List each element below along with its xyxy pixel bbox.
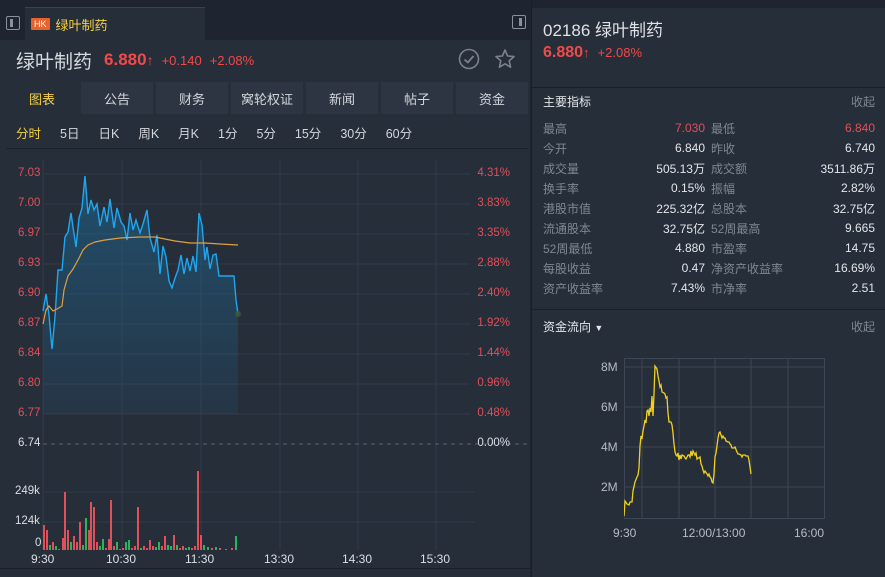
flow-y-label: 6M (601, 400, 618, 414)
period-monthly-k[interactable]: 月K (178, 126, 199, 141)
flow-x-label: 9:30 (613, 526, 637, 540)
right-panel-toggle-icon[interactable] (512, 15, 526, 29)
period-weekly-k[interactable]: 周K (138, 126, 160, 141)
hk-market-badge: HK (31, 18, 50, 30)
indicator-row: 52周最低 4.880 市盈率 14.75 (543, 241, 875, 256)
period-5day[interactable]: 5日 (60, 126, 80, 141)
indicator-row: 港股市值 225.32亿 总股本 32.75亿 (543, 201, 875, 216)
price-axis-label: 7.03 (18, 167, 41, 179)
prev-close-label: 6.74 (18, 437, 41, 449)
indicator-row: 换手率 0.15% 振幅 2.82% (543, 181, 875, 196)
pct-axis-label: 1.44% (477, 347, 510, 359)
pct-axis-label: 0.96% (477, 377, 510, 389)
quote-header: 绿叶制药 6.880↑ +0.140 +2.08% (0, 40, 530, 80)
period-5min[interactable]: 5分 (256, 126, 276, 141)
caret-down-icon: ▼ (594, 323, 604, 333)
stock-tab[interactable]: HK 绿叶制药 (25, 7, 205, 40)
indicator-row: 每股收益 0.47 净资产收益率 16.69% (543, 261, 875, 276)
period-daily-k[interactable]: 日K (98, 126, 120, 141)
volume-axis-label: 124k (15, 515, 40, 527)
time-axis-label: 11:30 (185, 552, 215, 566)
indicator-row: 流通股本 32.75亿 52周最高 9.665 (543, 221, 875, 236)
pct-axis-label: 4.31% (477, 167, 510, 179)
indicator-row: 最高 7.030 最低 6.840 (543, 121, 875, 136)
pct-axis-label: 0.48% (477, 407, 510, 419)
capital-flow-header: 资金流向 ▼ 收起 (532, 309, 885, 343)
indicator-row: 成交量 505.13万 成交额 3511.86万 (543, 161, 875, 176)
quote-side-panel: 02186 绿叶制药 6.880↑ +2.08% 主要指标 收起 最高 7.030… (531, 0, 885, 577)
price-axis-label: 6.97 (18, 227, 41, 239)
volume-axis-label: 0 (35, 537, 42, 549)
indicators-collapse-button[interactable]: 收起 (850, 95, 875, 109)
price-axis-label: 6.80 (18, 377, 41, 389)
price-change: +0.140 (161, 52, 202, 68)
pct-axis-label: 1.92% (477, 317, 510, 329)
pct-axis-label: 3.35% (477, 227, 510, 239)
pct-axis-zero: 0.00% (477, 437, 510, 449)
period-15min[interactable]: 15分 (294, 126, 322, 141)
volume-axis-label: 249k (15, 485, 40, 497)
price-axis-label: 6.77 (18, 407, 41, 419)
tab-chart[interactable]: 图表 (6, 82, 78, 114)
chart-panel: HK 绿叶制药 绿叶制药 6.880↑ +0.140 +2.08% 图表 公告 … (0, 0, 530, 577)
pct-axis-label: 3.83% (477, 197, 510, 209)
left-panel-toggle-icon[interactable] (6, 16, 20, 30)
tab-bar: HK 绿叶制药 (0, 0, 530, 40)
tab-capital[interactable]: 资金 (456, 82, 528, 114)
star-favorite-icon[interactable] (494, 48, 516, 70)
indicators-header: 主要指标 收起 (532, 87, 885, 115)
flow-x-label: 12:00/13:00 (682, 526, 746, 540)
time-axis-label: 13:30 (264, 552, 295, 566)
price-axis-label: 6.87 (18, 317, 41, 329)
time-axis-label: 15:30 (420, 552, 451, 566)
stock-name: 绿叶制药 (16, 51, 93, 73)
flow-y-label: 2M (601, 480, 618, 494)
section-tabs: 图表 公告 财务 窝轮权证 新闻 帖子 资金 (6, 82, 528, 114)
tab-warrants[interactable]: 窝轮权证 (231, 82, 303, 114)
price-change-pct: +2.08% (209, 52, 255, 68)
indicators-title: 主要指标 (543, 95, 592, 109)
period-intraday[interactable]: 分时 (16, 126, 42, 141)
tab-announcements[interactable]: 公告 (81, 82, 153, 114)
tab-posts[interactable]: 帖子 (381, 82, 453, 114)
last-price: 6.880↑ (104, 50, 154, 69)
flow-y-label: 4M (601, 440, 618, 454)
pct-axis-label: 2.88% (477, 257, 510, 269)
time-axis-label: 10:30 (106, 552, 137, 566)
stock-title: 02186 绿叶制药 (543, 21, 664, 40)
price-axis-label: 6.84 (18, 347, 41, 359)
capital-flow-dropdown[interactable]: 资金流向 ▼ (543, 320, 604, 334)
price-axis-label: 7.00 (18, 197, 41, 209)
intraday-chart[interactable] (0, 150, 530, 550)
flow-x-label: 16:00 (794, 526, 825, 540)
capital-flow-collapse-button[interactable]: 收起 (850, 320, 875, 334)
indicator-row: 今开 6.840 昨收 6.740 (543, 141, 875, 156)
time-axis-label: 9:30 (31, 552, 55, 566)
volume-bars (43, 471, 237, 550)
capital-flow-chart[interactable] (624, 356, 829, 521)
indicator-row: 资产收益率 7.43% 市净率 2.51 (543, 281, 875, 296)
indicators-table: 最高 7.030 最低 6.840 今开 6.840 昨收 6.740 成交量 505.1… (543, 118, 875, 298)
period-30min[interactable]: 30分 (340, 126, 367, 141)
price-axis-label: 6.93 (18, 257, 41, 269)
tab-news[interactable]: 新闻 (306, 82, 378, 114)
stock-tab-label: 绿叶制药 (55, 17, 108, 33)
period-1min[interactable]: 1分 (218, 126, 238, 141)
check-circle-icon[interactable] (458, 48, 480, 70)
flow-y-label: 8M (601, 360, 618, 374)
price-axis-label: 6.90 (18, 287, 41, 299)
pct-axis-label: 2.40% (477, 287, 510, 299)
side-price: 6.880↑ +2.08% (543, 44, 642, 61)
tab-financials[interactable]: 财务 (156, 82, 228, 114)
bottom-panel-edge (0, 568, 530, 577)
time-axis-label: 14:30 (342, 552, 373, 566)
period-60min[interactable]: 60分 (385, 126, 413, 141)
period-selector: 分时 5日 日K 周K 月K 1分 5分 15分 30分 60分 (16, 118, 431, 146)
